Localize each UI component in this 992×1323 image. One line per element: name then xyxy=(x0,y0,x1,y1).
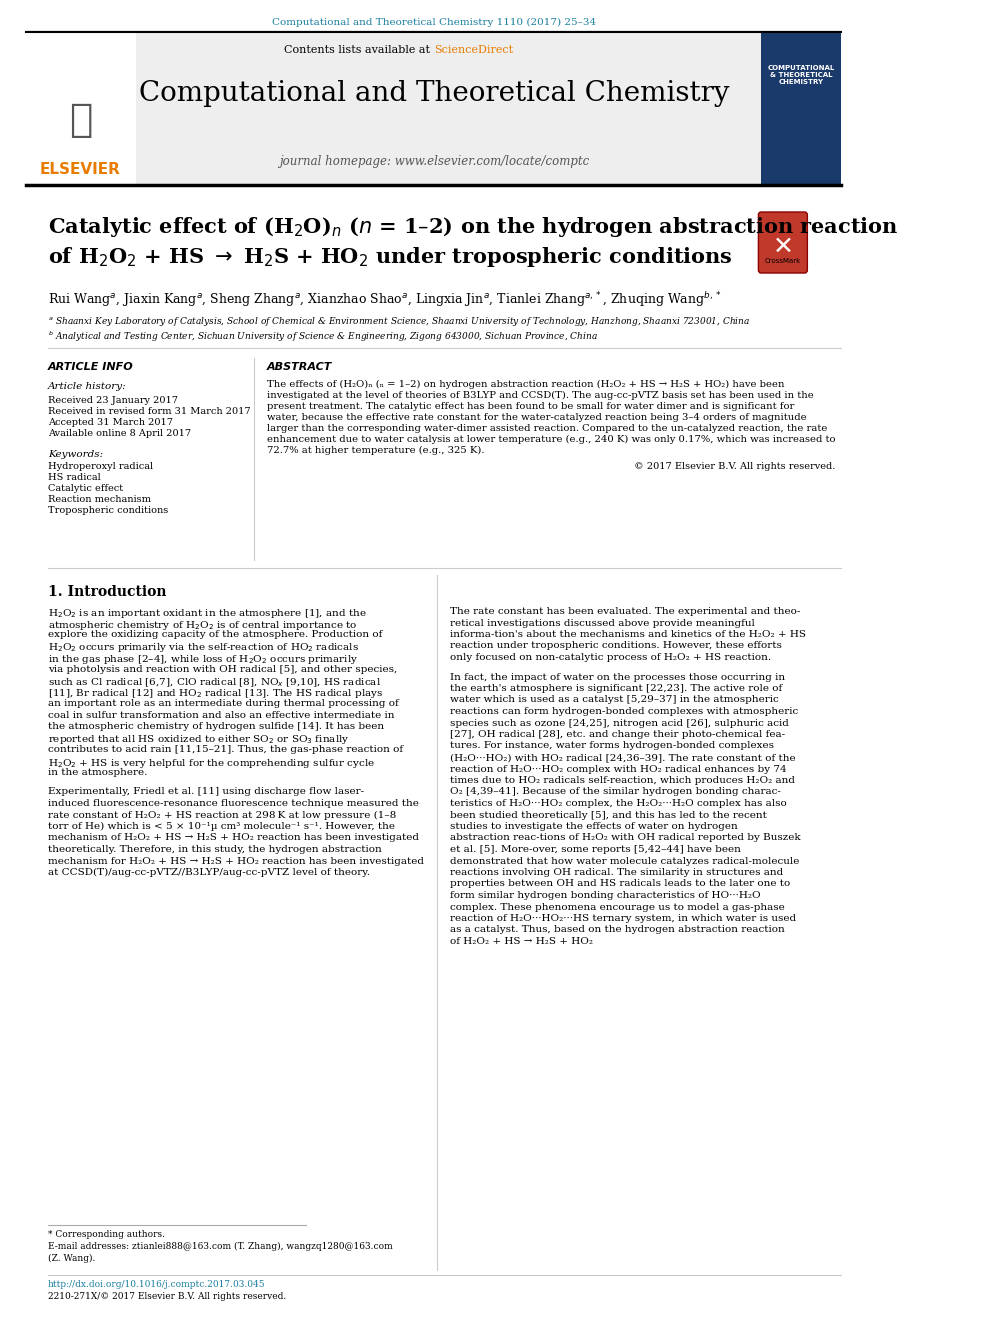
Text: reaction under tropospheric conditions. However, these efforts: reaction under tropospheric conditions. … xyxy=(450,642,783,651)
Text: CrossMark: CrossMark xyxy=(765,258,801,265)
Text: properties between OH and HS radicals leads to the later one to: properties between OH and HS radicals le… xyxy=(450,880,791,889)
Text: et al. [5]. More-over, some reports [5,42–44] have been: et al. [5]. More-over, some reports [5,4… xyxy=(450,845,741,855)
Text: teristics of H₂O···HO₂ complex, the H₂O₂···H₂O complex has also: teristics of H₂O···HO₂ complex, the H₂O₂… xyxy=(450,799,788,808)
Text: enhancement due to water catalysis at lower temperature (e.g., 240 K) was only 0: enhancement due to water catalysis at lo… xyxy=(267,435,835,445)
Text: ABSTRACT: ABSTRACT xyxy=(267,363,332,372)
Text: (Z. Wang).: (Z. Wang). xyxy=(48,1254,95,1263)
FancyBboxPatch shape xyxy=(26,30,841,185)
Text: HS radical: HS radical xyxy=(48,474,101,482)
Text: in the atmosphere.: in the atmosphere. xyxy=(48,767,148,777)
Text: retical investigations discussed above provide meaningful: retical investigations discussed above p… xyxy=(450,618,755,627)
Text: The effects of (H₂O)ₙ (ₙ = 1–2) on hydrogen abstraction reaction (H₂O₂ + HS → H₂: The effects of (H₂O)ₙ (ₙ = 1–2) on hydro… xyxy=(267,380,785,389)
Text: E-mail addresses: ztianlei888@163.com (T. Zhang), wangzq1280@163.com: E-mail addresses: ztianlei888@163.com (T… xyxy=(48,1242,393,1252)
Text: Computational and Theoretical Chemistry: Computational and Theoretical Chemistry xyxy=(139,79,729,107)
Text: of H₂O₂ + HS → H₂S + HO₂: of H₂O₂ + HS → H₂S + HO₂ xyxy=(450,937,593,946)
Text: tures. For instance, water forms hydrogen-bonded complexes: tures. For instance, water forms hydroge… xyxy=(450,741,775,750)
Text: Computational and Theoretical Chemistry 1110 (2017) 25–34: Computational and Theoretical Chemistry … xyxy=(272,19,596,28)
Text: times due to HO₂ radicals self-reaction, which produces H₂O₂ and: times due to HO₂ radicals self-reaction,… xyxy=(450,777,796,785)
Text: been studied theoretically [5], and this has led to the recent: been studied theoretically [5], and this… xyxy=(450,811,768,819)
Text: The rate constant has been evaluated. The experimental and theo-: The rate constant has been evaluated. Th… xyxy=(450,607,801,617)
Text: ✕: ✕ xyxy=(773,235,794,259)
Text: Accepted 31 March 2017: Accepted 31 March 2017 xyxy=(48,418,174,427)
Text: demonstrated that how water molecule catalyzes radical-molecule: demonstrated that how water molecule cat… xyxy=(450,856,800,865)
Text: COMPUTATIONAL
& THEORETICAL
CHEMISTRY: COMPUTATIONAL & THEORETICAL CHEMISTRY xyxy=(768,65,835,85)
Text: journal homepage: www.elsevier.com/locate/comptc: journal homepage: www.elsevier.com/locat… xyxy=(279,155,589,168)
Text: at CCSD(T)/aug-cc-pVTZ//B3LYP/aug-cc-pVTZ level of theory.: at CCSD(T)/aug-cc-pVTZ//B3LYP/aug-cc-pVT… xyxy=(48,868,370,877)
Text: water, because the effective rate constant for the water-catalyzed reaction bein: water, because the effective rate consta… xyxy=(267,413,806,422)
Text: 2210-271X/© 2017 Elsevier B.V. All rights reserved.: 2210-271X/© 2017 Elsevier B.V. All right… xyxy=(48,1293,287,1301)
Text: form similar hydrogen bonding characteristics of HO···H₂O: form similar hydrogen bonding characteri… xyxy=(450,890,761,900)
Text: reactions can form hydrogen-bonded complexes with atmospheric: reactions can form hydrogen-bonded compl… xyxy=(450,706,799,716)
Text: O₂ [4,39–41]. Because of the similar hydrogen bonding charac-: O₂ [4,39–41]. Because of the similar hyd… xyxy=(450,787,782,796)
Text: [27], OH radical [28], etc. and change their photo-chemical fea-: [27], OH radical [28], etc. and change t… xyxy=(450,730,786,740)
Text: atmospheric chemistry of H$_2$O$_2$ is of central importance to: atmospheric chemistry of H$_2$O$_2$ is o… xyxy=(48,618,357,631)
Text: mechanism of H₂O₂ + HS → H₂S + HO₂ reaction has been investigated: mechanism of H₂O₂ + HS → H₂S + HO₂ react… xyxy=(48,833,419,843)
Text: H$_2$O$_2$ is an important oxidant in the atmosphere [1], and the: H$_2$O$_2$ is an important oxidant in th… xyxy=(48,607,367,620)
Text: 72.7% at higher temperature (e.g., 325 K).: 72.7% at higher temperature (e.g., 325 K… xyxy=(267,446,484,455)
Text: Rui Wang$^a$, Jiaxin Kang$^a$, Sheng Zhang$^a$, Xianzhao Shao$^a$, Lingxia Jin$^: Rui Wang$^a$, Jiaxin Kang$^a$, Sheng Zha… xyxy=(48,290,721,308)
Text: present treatment. The catalytic effect has been found to be small for water dim: present treatment. The catalytic effect … xyxy=(267,402,795,411)
Text: the atmospheric chemistry of hydrogen sulfide [14]. It has been: the atmospheric chemistry of hydrogen su… xyxy=(48,722,384,732)
Text: 🌳: 🌳 xyxy=(68,101,92,139)
Text: contributes to acid rain [11,15–21]. Thus, the gas-phase reaction of: contributes to acid rain [11,15–21]. Thu… xyxy=(48,745,403,754)
Text: an important role as an intermediate during thermal processing of: an important role as an intermediate dur… xyxy=(48,699,399,708)
Text: [11], Br radical [12] and HO$_2$ radical [13]. The HS radical plays: [11], Br radical [12] and HO$_2$ radical… xyxy=(48,688,384,700)
Text: induced fluorescence-resonance fluorescence technique measured the: induced fluorescence-resonance fluoresce… xyxy=(48,799,419,808)
Text: H$_2$O$_2$ + HS is very helpful for the comprehending sulfur cycle: H$_2$O$_2$ + HS is very helpful for the … xyxy=(48,757,375,770)
Text: via photolysis and reaction with OH radical [5], and other species,: via photolysis and reaction with OH radi… xyxy=(48,664,398,673)
Text: H$_2$O$_2$ occurs primarily via the self-reaction of HO$_2$ radicals: H$_2$O$_2$ occurs primarily via the self… xyxy=(48,642,359,655)
FancyBboxPatch shape xyxy=(26,32,136,185)
Text: mechanism for H₂O₂ + HS → H₂S + HO₂ reaction has been investigated: mechanism for H₂O₂ + HS → H₂S + HO₂ reac… xyxy=(48,856,425,865)
Text: complex. These phenomena encourage us to model a gas-phase: complex. These phenomena encourage us to… xyxy=(450,902,786,912)
Text: © 2017 Elsevier B.V. All rights reserved.: © 2017 Elsevier B.V. All rights reserved… xyxy=(634,462,835,471)
Text: (H₂O···HO₂) with HO₂ radical [24,36–39]. The rate constant of the: (H₂O···HO₂) with HO₂ radical [24,36–39].… xyxy=(450,753,797,762)
FancyBboxPatch shape xyxy=(759,212,807,273)
Text: species such as ozone [24,25], nitrogen acid [26], sulphuric acid: species such as ozone [24,25], nitrogen … xyxy=(450,718,790,728)
Text: Received in revised form 31 March 2017: Received in revised form 31 March 2017 xyxy=(48,407,251,415)
Text: Keywords:: Keywords: xyxy=(48,450,103,459)
FancyBboxPatch shape xyxy=(761,33,841,185)
Text: Available online 8 April 2017: Available online 8 April 2017 xyxy=(48,429,191,438)
Text: ARTICLE INFO: ARTICLE INFO xyxy=(48,363,134,372)
Text: as a catalyst. Thus, based on the hydrogen abstraction reaction: as a catalyst. Thus, based on the hydrog… xyxy=(450,926,786,934)
Text: reported that all HS oxidized to either SO$_2$ or SO$_3$ finally: reported that all HS oxidized to either … xyxy=(48,733,349,746)
Text: Experimentally, Friedl et al. [11] using discharge flow laser-: Experimentally, Friedl et al. [11] using… xyxy=(48,787,364,796)
Text: coal in sulfur transformation and also an effective intermediate in: coal in sulfur transformation and also a… xyxy=(48,710,395,720)
Text: explore the oxidizing capacity of the atmosphere. Production of: explore the oxidizing capacity of the at… xyxy=(48,630,383,639)
Text: in the gas phase [2–4], while loss of H$_2$O$_2$ occurs primarily: in the gas phase [2–4], while loss of H$… xyxy=(48,654,358,665)
Text: of H$_2$O$_2$ + HS $\rightarrow$ H$_2$S + HO$_2$ under tropospheric conditions: of H$_2$O$_2$ + HS $\rightarrow$ H$_2$S … xyxy=(48,245,733,269)
Text: http://dx.doi.org/10.1016/j.comptc.2017.03.045: http://dx.doi.org/10.1016/j.comptc.2017.… xyxy=(48,1279,266,1289)
Text: reaction of H₂O···HO₂···HS ternary system, in which water is used: reaction of H₂O···HO₂···HS ternary syste… xyxy=(450,914,797,923)
Text: theoretically. Therefore, in this study, the hydrogen abstraction: theoretically. Therefore, in this study,… xyxy=(48,845,382,855)
Text: $^a$ Shaanxi Key Laboratory of Catalysis, School of Chemical & Environment Scien: $^a$ Shaanxi Key Laboratory of Catalysis… xyxy=(48,315,750,328)
Text: In fact, the impact of water on the processes those occurring in: In fact, the impact of water on the proc… xyxy=(450,672,786,681)
Text: Reaction mechanism: Reaction mechanism xyxy=(48,495,151,504)
Text: Tropospheric conditions: Tropospheric conditions xyxy=(48,505,169,515)
Text: Hydroperoxyl radical: Hydroperoxyl radical xyxy=(48,462,153,471)
Text: * Corresponding authors.: * Corresponding authors. xyxy=(48,1230,165,1240)
Text: studies to investigate the effects of water on hydrogen: studies to investigate the effects of wa… xyxy=(450,822,738,831)
Text: informa-tion's about the mechanisms and kinetics of the H₂O₂ + HS: informa-tion's about the mechanisms and … xyxy=(450,630,806,639)
Text: water which is used as a catalyst [5,29–37] in the atmospheric: water which is used as a catalyst [5,29–… xyxy=(450,696,780,705)
Text: Catalytic effect: Catalytic effect xyxy=(48,484,123,493)
Text: larger than the corresponding water-dimer assisted reaction. Compared to the un-: larger than the corresponding water-dime… xyxy=(267,423,827,433)
Text: the earth's atmosphere is significant [22,23]. The active role of: the earth's atmosphere is significant [2… xyxy=(450,684,783,693)
Text: ELSEVIER: ELSEVIER xyxy=(40,161,121,177)
Text: only focused on non-catalytic process of H₂O₂ + HS reaction.: only focused on non-catalytic process of… xyxy=(450,654,772,662)
Text: Catalytic effect of (H$_2$O)$_n$ ($n$ = 1–2) on the hydrogen abstraction reactio: Catalytic effect of (H$_2$O)$_n$ ($n$ = … xyxy=(48,216,899,239)
Text: rate constant of H₂O₂ + HS reaction at 298 K at low pressure (1–8: rate constant of H₂O₂ + HS reaction at 2… xyxy=(48,811,397,820)
Text: abstraction reac-tions of H₂O₂ with OH radical reported by Buszek: abstraction reac-tions of H₂O₂ with OH r… xyxy=(450,833,802,843)
Text: 1. Introduction: 1. Introduction xyxy=(48,585,167,599)
Text: such as Cl radical [6,7], ClO radical [8], NO$_x$ [9,10], HS radical: such as Cl radical [6,7], ClO radical [8… xyxy=(48,676,381,688)
Text: Article history:: Article history: xyxy=(48,382,127,392)
Text: $^b$ Analytical and Testing Center, Sichuan University of Science & Engineering,: $^b$ Analytical and Testing Center, Sich… xyxy=(48,329,598,344)
Text: torr of He) which is < 5 × 10⁻¹µ cm³ molecule⁻¹ s⁻¹. However, the: torr of He) which is < 5 × 10⁻¹µ cm³ mol… xyxy=(48,822,395,831)
Text: reaction of H₂O···HO₂ complex with HO₂ radical enhances by 74: reaction of H₂O···HO₂ complex with HO₂ r… xyxy=(450,765,787,774)
Text: reactions involving OH radical. The similarity in structures and: reactions involving OH radical. The simi… xyxy=(450,868,784,877)
Text: Contents lists available at: Contents lists available at xyxy=(285,45,434,56)
Text: ScienceDirect: ScienceDirect xyxy=(434,45,513,56)
Text: Received 23 January 2017: Received 23 January 2017 xyxy=(48,396,179,405)
Text: investigated at the level of theories of B3LYP and CCSD(T). The aug-cc-pVTZ basi: investigated at the level of theories of… xyxy=(267,392,813,400)
